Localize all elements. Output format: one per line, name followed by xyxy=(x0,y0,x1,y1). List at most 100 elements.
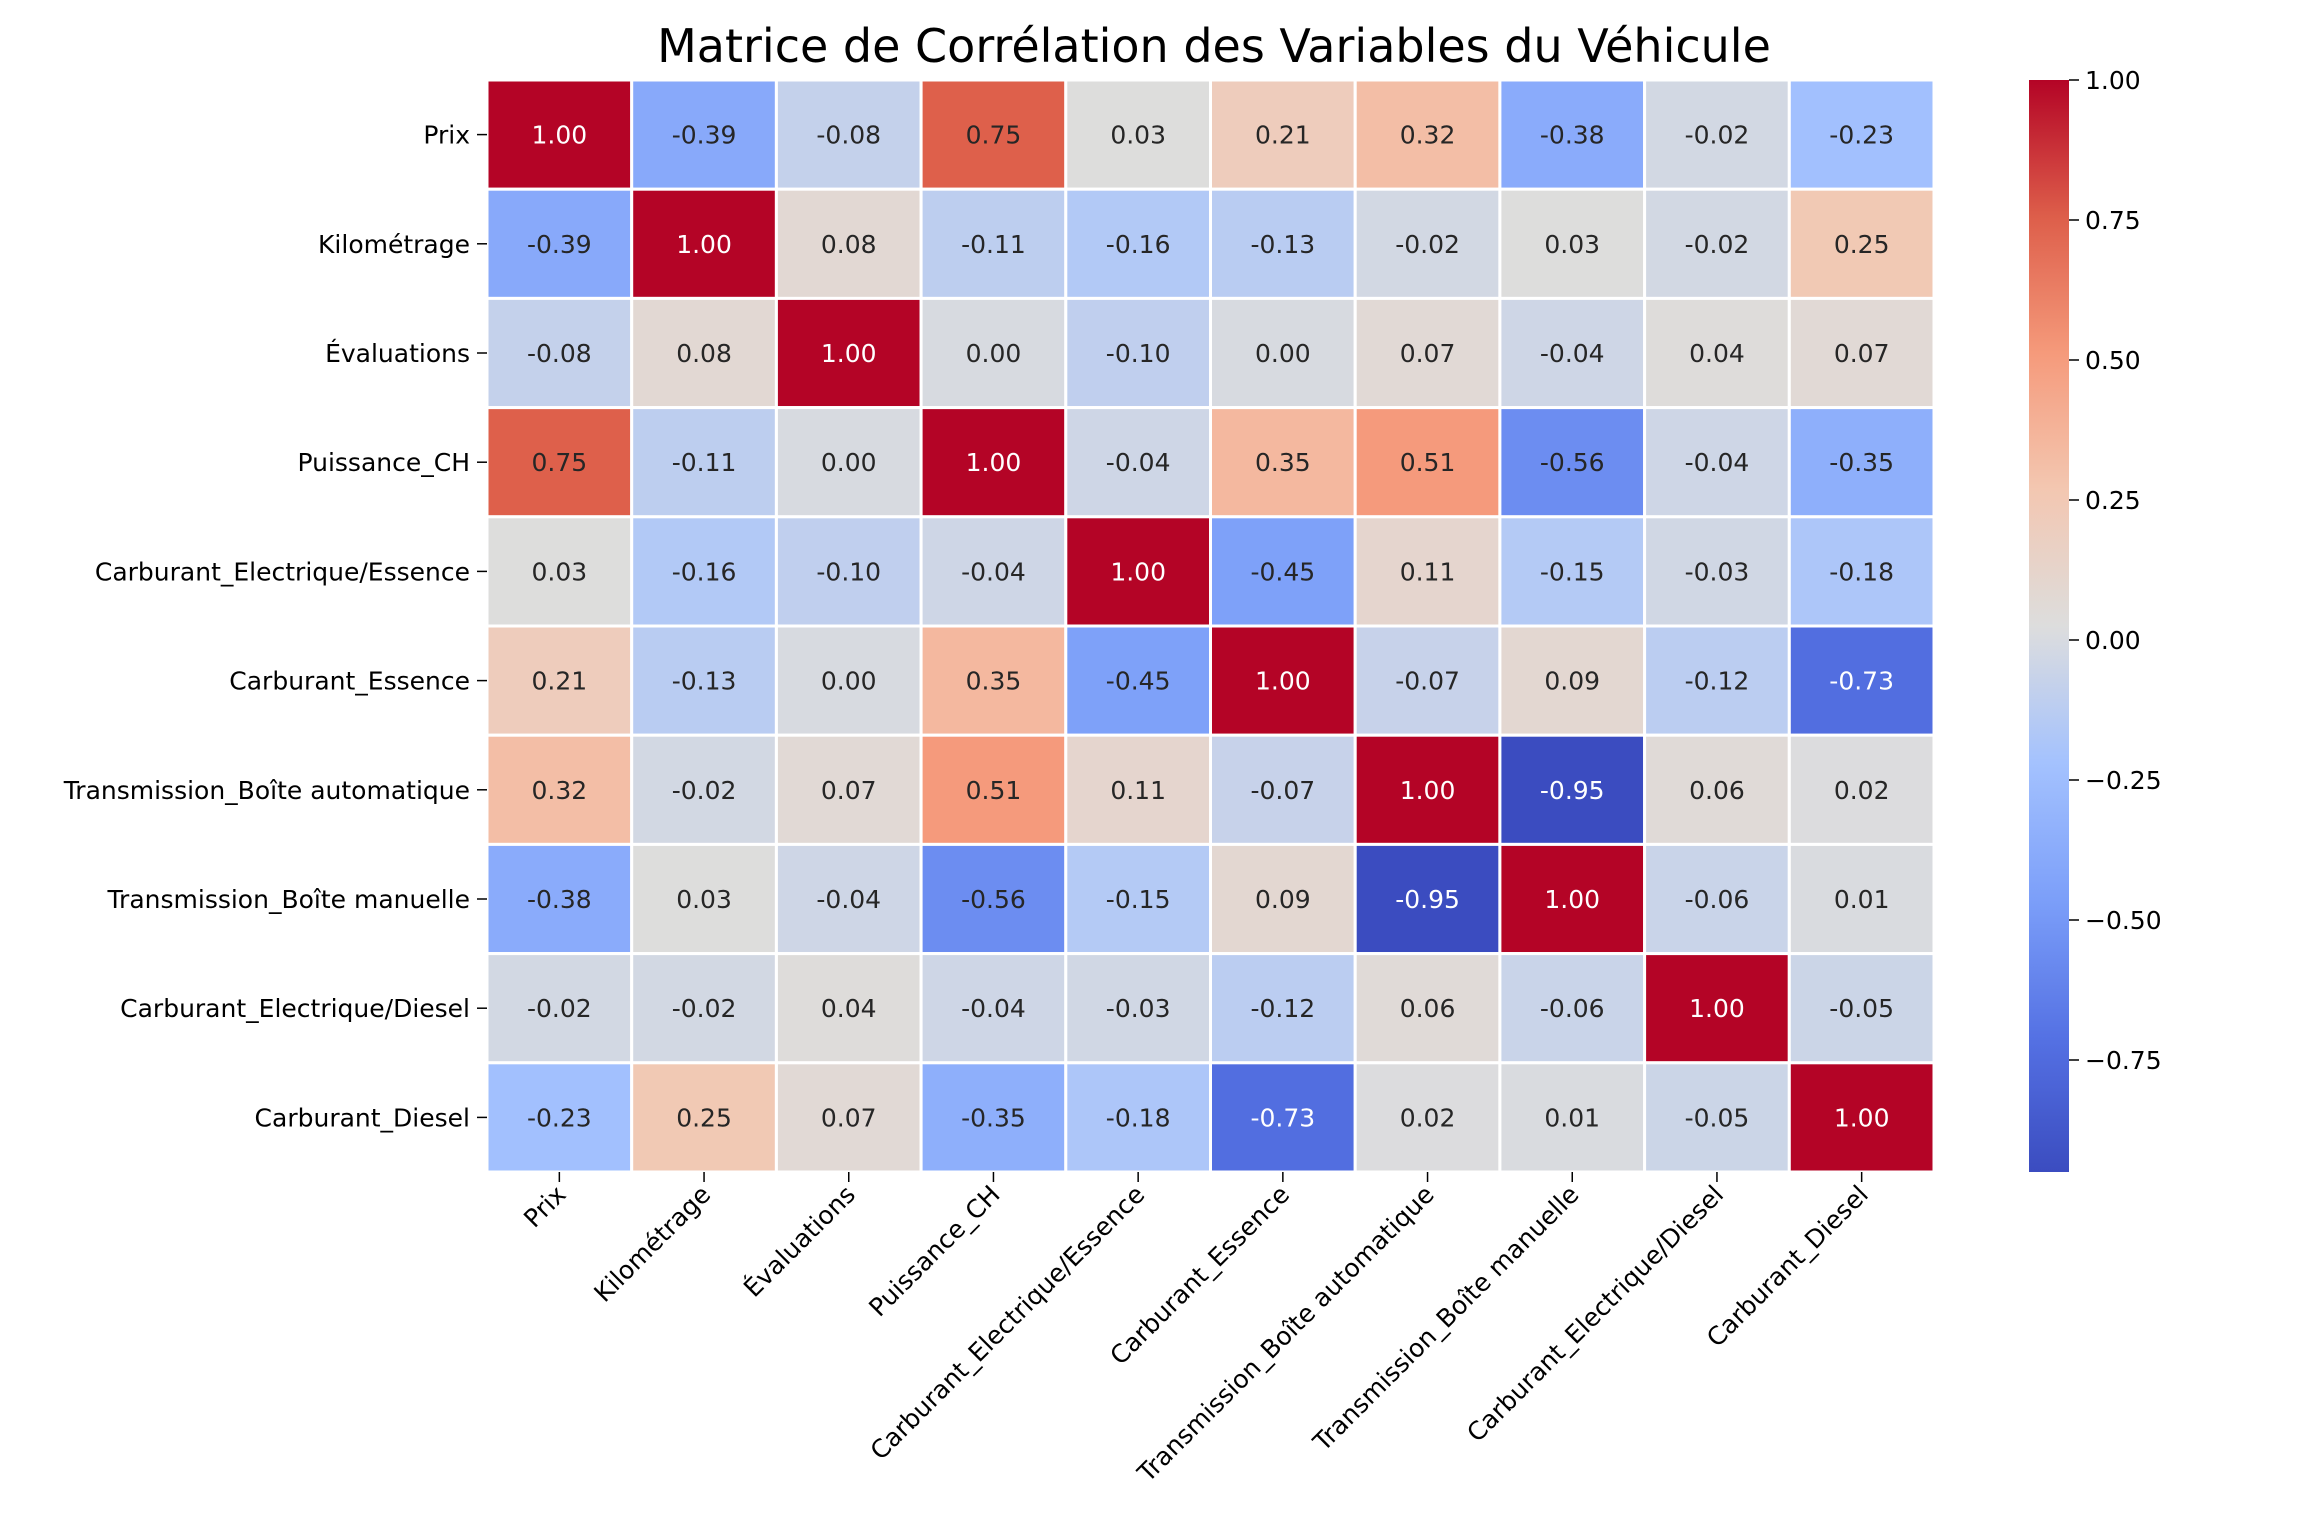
heatmap-cell xyxy=(1353,1061,1502,1174)
cell-value-label: -0.13 xyxy=(1251,230,1316,259)
cell-value-label: -0.02 xyxy=(1685,230,1750,259)
cell-value-label: 1.00 xyxy=(1110,557,1166,586)
heatmap-cell xyxy=(1209,733,1357,846)
cell-value-label: -0.12 xyxy=(1685,667,1750,696)
heatmap-cell xyxy=(485,406,634,519)
column-label: Prix xyxy=(518,1180,571,1233)
cell-value-label: 0.00 xyxy=(821,667,877,696)
cell-value-label: 0.09 xyxy=(1544,667,1600,696)
cell-value-label: 1.00 xyxy=(1255,667,1311,696)
cell-value-label: 0.08 xyxy=(676,339,732,368)
cell-value-label: 0.01 xyxy=(1544,1103,1600,1132)
cell-value-label: 1.00 xyxy=(532,121,588,150)
heatmap-cell xyxy=(1353,952,1502,1065)
cell-value-label: 1.00 xyxy=(1544,885,1600,914)
row-labels: Prix Kilométrage Évaluations Puissance_CH Ca… xyxy=(63,121,487,1132)
cell-value-label: -0.18 xyxy=(1829,557,1894,586)
column-label: Transmission_Boîte manuelle xyxy=(1307,1180,1585,1458)
heatmap-cell xyxy=(1209,624,1357,737)
column-label: Transmission_Boîte automatique xyxy=(1131,1180,1440,1489)
cell-value-label: 0.25 xyxy=(676,1103,732,1132)
cell-value-label: -0.95 xyxy=(1395,885,1460,914)
heatmap-cell xyxy=(1353,406,1502,519)
cell-value-label: 0.08 xyxy=(821,230,877,259)
cell-value-label: 0.11 xyxy=(1400,557,1456,586)
heatmap-cell xyxy=(1498,952,1647,1065)
heatmap-cell xyxy=(630,515,778,628)
heatmap-cell xyxy=(1064,515,1213,628)
cell-value-label: -0.23 xyxy=(527,1103,592,1132)
cell-value-label: -0.10 xyxy=(1106,339,1171,368)
heatmap-cell xyxy=(630,952,778,1065)
cell-value-label: 0.03 xyxy=(532,557,588,586)
heatmap-cell xyxy=(1353,187,1502,300)
cell-value-label: -0.23 xyxy=(1829,121,1894,150)
cell-value-label: -0.07 xyxy=(1251,776,1316,805)
cell-value-label: -0.18 xyxy=(1106,1103,1171,1132)
heatmap-cell xyxy=(1787,733,1936,846)
colorbar-tick-label: −0.25 xyxy=(2085,766,2162,795)
heatmap-cell xyxy=(774,624,923,737)
colorbar-tick-label: −0.50 xyxy=(2085,906,2162,935)
heatmap-cell xyxy=(1209,842,1357,956)
heatmap-cell xyxy=(1353,733,1502,846)
cell-value-label: 1.00 xyxy=(676,230,732,259)
heatmap-cell xyxy=(1064,952,1213,1065)
heatmap-cell xyxy=(1643,515,1791,628)
cell-value-label: 0.03 xyxy=(1110,121,1166,150)
cell-value-label: -0.56 xyxy=(961,885,1026,914)
row-label: Carburant_Essence xyxy=(229,667,470,696)
cell-value-label: -0.95 xyxy=(1540,776,1605,805)
cell-value-label: -0.08 xyxy=(527,339,592,368)
heatmap-cell xyxy=(774,842,923,956)
cell-value-label: 0.01 xyxy=(1834,885,1890,914)
cell-value-label: 0.00 xyxy=(1255,339,1311,368)
heatmap-cell xyxy=(1787,78,1936,191)
colorbar-tick-label: 0.00 xyxy=(2085,626,2141,655)
heatmap-cell xyxy=(1209,1061,1357,1174)
cell-value-label: -0.13 xyxy=(672,667,737,696)
cell-value-label: 0.07 xyxy=(821,1103,877,1132)
heatmap-cell xyxy=(1643,733,1791,846)
cell-value-label: -0.39 xyxy=(672,121,737,150)
cell-value-label: 0.75 xyxy=(966,121,1022,150)
cell-value-label: -0.04 xyxy=(1106,448,1171,477)
heatmap-cell xyxy=(1643,842,1791,956)
heatmap-cell xyxy=(774,296,923,410)
cell-value-label: -0.38 xyxy=(1540,121,1605,150)
heatmap-cell xyxy=(630,187,778,300)
heatmap-cell xyxy=(630,296,778,410)
cell-value-label: -0.56 xyxy=(1540,448,1605,477)
row-label: Carburant_Electrique/Essence xyxy=(95,557,470,586)
cell-value-label: 0.07 xyxy=(821,776,877,805)
row-label: Transmission_Boîte manuelle xyxy=(106,885,470,914)
heatmap-cell xyxy=(1643,1061,1791,1174)
cell-value-label: -0.10 xyxy=(816,557,881,586)
cell-value-label: 1.00 xyxy=(1689,994,1745,1023)
heatmap-cell xyxy=(485,296,634,410)
cell-value-label: -0.15 xyxy=(1106,885,1171,914)
heatmap-cell xyxy=(1498,296,1647,410)
heatmap-cell xyxy=(1209,78,1357,191)
cell-value-label: 0.51 xyxy=(966,776,1022,805)
cell-value-label: -0.45 xyxy=(1106,667,1171,696)
heatmap-cell xyxy=(1209,515,1357,628)
cell-value-label: 0.32 xyxy=(1400,121,1456,150)
heatmap-cell xyxy=(1353,515,1502,628)
heatmap-cell xyxy=(919,187,1068,300)
cell-value-label: -0.16 xyxy=(672,557,737,586)
heatmap-cell xyxy=(1787,952,1936,1065)
cell-value-label: 0.11 xyxy=(1110,776,1166,805)
heatmap-cell xyxy=(1643,624,1791,737)
heatmap-cell xyxy=(1643,187,1791,300)
cell-value-label: -0.04 xyxy=(961,557,1026,586)
heatmap-cell xyxy=(774,952,923,1065)
heatmap-cell xyxy=(1064,1061,1213,1174)
cell-value-label: -0.05 xyxy=(1685,1103,1750,1132)
row-label: Prix xyxy=(423,121,470,150)
column-label: Carburant_Electrique/Essence xyxy=(865,1180,1151,1466)
cell-value-label: -0.05 xyxy=(1829,994,1894,1023)
row-label: Évaluations xyxy=(325,339,470,368)
heatmap-cell xyxy=(919,624,1068,737)
